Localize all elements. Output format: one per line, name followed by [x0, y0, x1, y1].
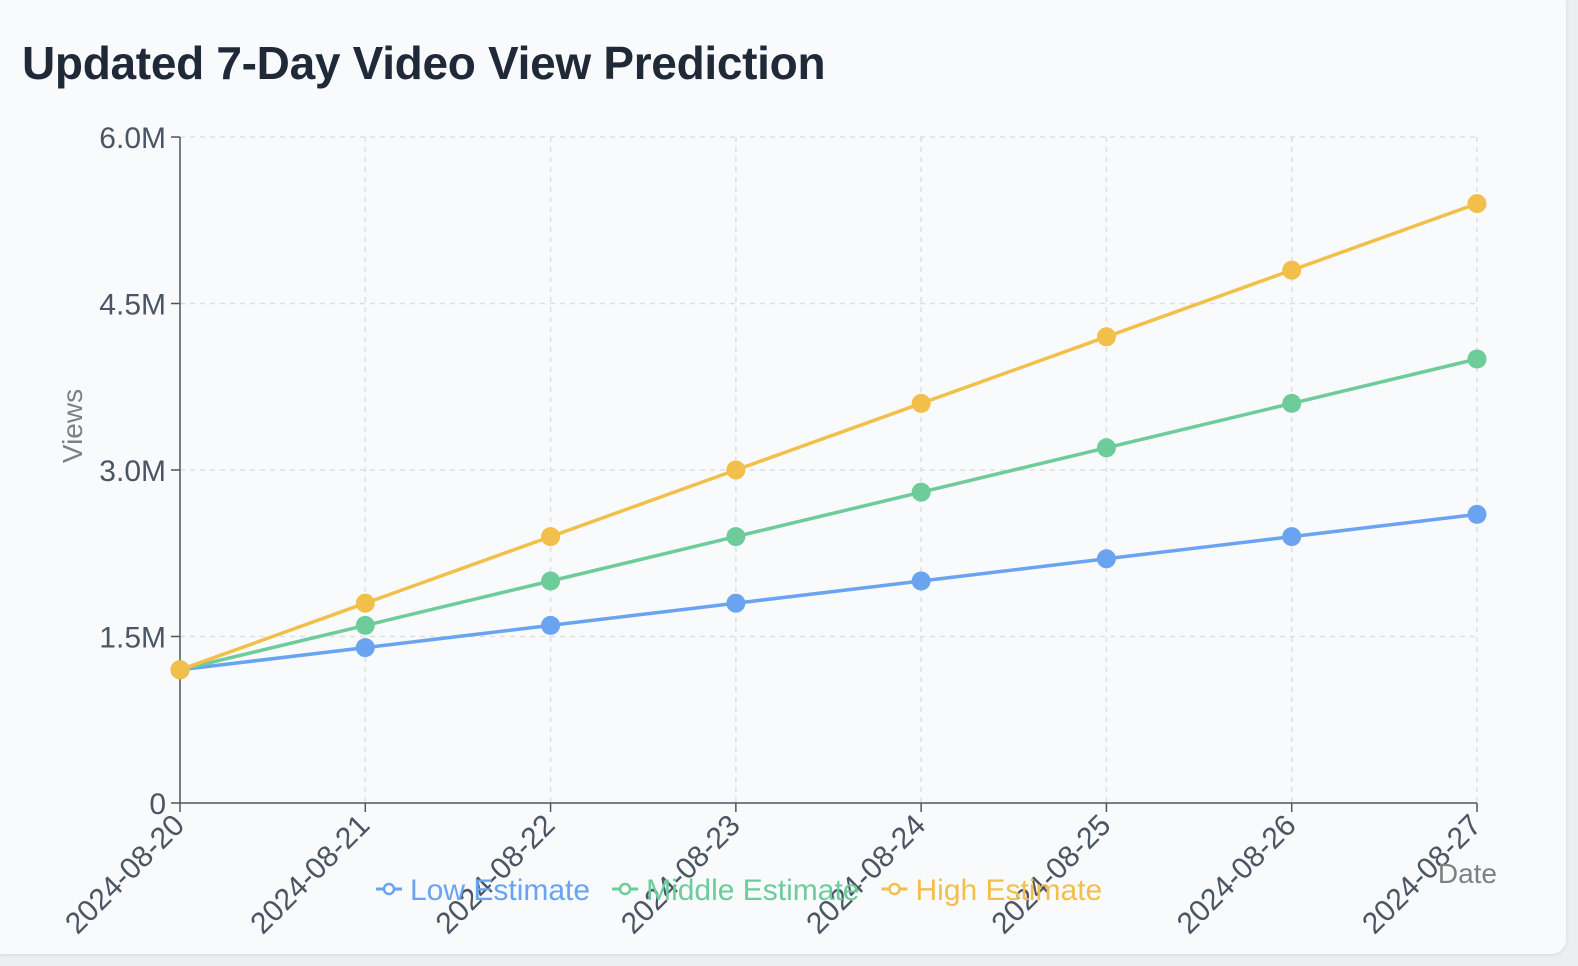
- data-point[interactable]: [541, 571, 561, 591]
- data-point[interactable]: [1467, 194, 1487, 214]
- chart-title: Updated 7-Day Video View Prediction: [22, 37, 826, 89]
- data-point[interactable]: [355, 593, 375, 613]
- series-middle-estimate: [170, 349, 1487, 680]
- data-point[interactable]: [1096, 549, 1116, 569]
- series-line: [179, 512, 1478, 672]
- legend-item[interactable]: Low Estimate: [376, 874, 590, 907]
- series-line: [179, 201, 1478, 672]
- data-point[interactable]: [911, 482, 931, 502]
- series-group: [170, 194, 1487, 680]
- data-point[interactable]: [911, 393, 931, 413]
- data-point[interactable]: [355, 615, 375, 635]
- x-tick-label: 2024-08-26: [1171, 809, 1303, 941]
- legend-item[interactable]: High Estimate: [881, 874, 1103, 907]
- legend-label: High Estimate: [916, 874, 1103, 907]
- data-point[interactable]: [1282, 260, 1302, 280]
- y-tick-label: 6.0M: [99, 122, 166, 155]
- grid-lines: [180, 136, 1478, 803]
- series-low-estimate: [170, 504, 1487, 680]
- legend-swatch-marker: [888, 882, 901, 896]
- legend-label: Middle Estimate: [646, 874, 859, 907]
- data-point[interactable]: [355, 638, 375, 658]
- series-line: [179, 357, 1478, 672]
- data-point[interactable]: [1096, 438, 1116, 458]
- legend-label: Low Estimate: [410, 874, 590, 907]
- legend: Low Estimate Middle Estimate High Estimate: [376, 874, 1102, 907]
- y-tick-label: 4.5M: [99, 289, 166, 322]
- data-point[interactable]: [541, 615, 561, 635]
- data-point[interactable]: [726, 593, 746, 613]
- tick-labels: 0 1.5M 3.0M 4.5M 6.0M 2024-08-20 2024-08-21 202…: [57, 122, 1497, 940]
- data-point[interactable]: [911, 571, 931, 591]
- data-point[interactable]: [1467, 504, 1487, 524]
- y-tick-label: 0: [149, 788, 166, 821]
- data-point[interactable]: [726, 527, 746, 547]
- data-point[interactable]: [541, 527, 561, 547]
- legend-swatch-marker: [618, 882, 632, 896]
- y-tick-label: 1.5M: [99, 622, 166, 655]
- y-tick-label: 3.0M: [99, 455, 166, 488]
- x-tick-label: 2024-08-21: [244, 809, 376, 941]
- data-point[interactable]: [1467, 349, 1487, 369]
- data-point[interactable]: [170, 660, 190, 680]
- y-axis-title: Views: [57, 389, 88, 463]
- axes: [171, 136, 1478, 812]
- x-axis-title: Date: [1438, 858, 1497, 889]
- series-high-estimate: [170, 194, 1487, 680]
- data-point[interactable]: [726, 460, 746, 480]
- data-point[interactable]: [1282, 527, 1302, 547]
- legend-swatch-marker: [382, 882, 396, 896]
- legend-item[interactable]: Middle Estimate: [612, 874, 860, 907]
- data-point[interactable]: [1282, 393, 1302, 413]
- data-point[interactable]: [1096, 327, 1116, 347]
- x-tick-label: 2024-08-20: [59, 809, 191, 941]
